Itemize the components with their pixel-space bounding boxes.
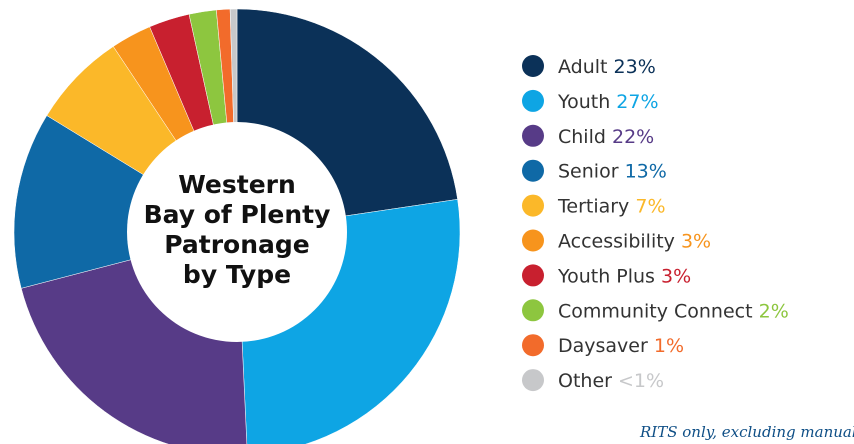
legend-swatch: [522, 159, 544, 182]
legend-name: Community Connect: [558, 300, 753, 322]
donut-hole: [127, 122, 347, 342]
legend-name: Child: [558, 125, 606, 147]
legend-value: 7%: [635, 195, 665, 217]
legend-label: Tertiary 7%: [557, 195, 666, 217]
legend-label: Youth Plus 3%: [557, 265, 691, 287]
legend-name: Senior: [558, 160, 619, 182]
legend-swatch: [522, 299, 544, 322]
legend-value: 23%: [614, 56, 656, 78]
legend-label: Senior 13%: [558, 160, 667, 182]
legend-label: Adult 23%: [558, 56, 656, 78]
legend-value: 27%: [616, 90, 658, 112]
legend-name: Accessibility: [558, 230, 675, 252]
legend-value: 22%: [612, 125, 654, 147]
legend-value: 13%: [625, 160, 667, 182]
chart-title: Bay of Plenty: [144, 200, 331, 229]
legend-value: 2%: [759, 300, 789, 322]
legend-label: Community Connect 2%: [558, 300, 789, 322]
chart-title: Western: [178, 170, 296, 199]
legend-label: Child 22%: [558, 125, 654, 147]
legend-name: Youth Plus: [557, 265, 655, 287]
legend-value: 3%: [681, 230, 711, 252]
legend-label: Other <1%: [558, 370, 664, 392]
legend-label: Youth 27%: [557, 90, 659, 112]
legend-label: Accessibility 3%: [558, 230, 711, 252]
legend-label: Daysaver 1%: [558, 335, 684, 357]
legend-swatch: [522, 369, 544, 392]
footnote: RITS only, excluding manual data r: [639, 423, 854, 441]
legend-value: 1%: [654, 335, 684, 357]
legend-swatch: [522, 89, 544, 112]
legend-swatch: [522, 124, 544, 147]
chart-title: by Type: [183, 260, 291, 289]
legend-swatch: [522, 194, 544, 217]
legend-name: Other: [558, 370, 612, 392]
legend-value: 3%: [661, 265, 691, 287]
legend-name: Daysaver: [558, 335, 648, 357]
legend-swatch: [522, 334, 544, 357]
legend-swatch: [522, 55, 544, 77]
legend-swatch: [522, 264, 544, 287]
legend-name: Youth: [557, 90, 610, 112]
legend-value: <1%: [618, 370, 664, 392]
legend-name: Adult: [558, 56, 608, 78]
chart-title: Patronage: [164, 230, 310, 259]
legend-swatch: [522, 229, 544, 252]
legend-name: Tertiary: [557, 195, 629, 217]
